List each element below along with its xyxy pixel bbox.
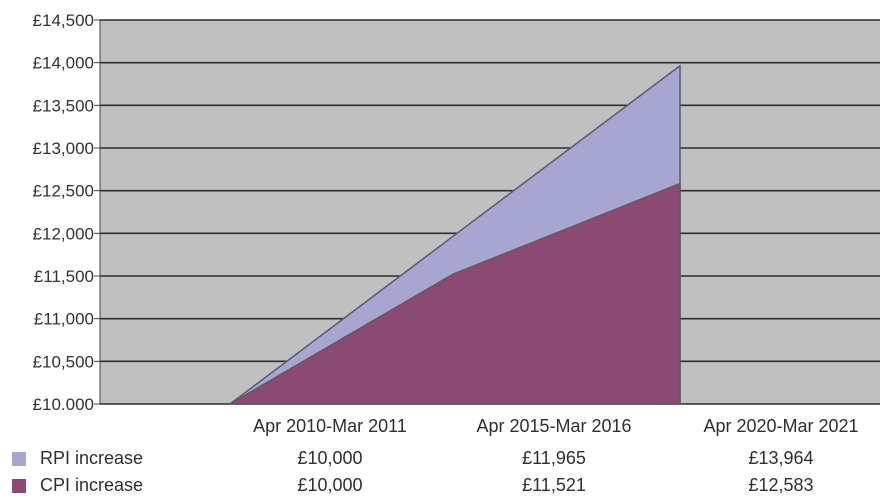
x-tick-label: Apr 2010-Mar 2011 [253, 416, 407, 436]
legend-label-cpi: CPI increase [40, 475, 144, 495]
table-cell: £11,965 [522, 448, 586, 468]
y-tick-label: £12,000 [33, 224, 94, 243]
y-tick-label: £12,500 [33, 182, 94, 201]
y-tick-label: £10,000 [33, 395, 94, 410]
y-tick-label: £13,000 [33, 139, 94, 158]
y-tick-label: £10,500 [33, 352, 94, 371]
table-cell: £13,964 [748, 448, 814, 468]
series-areas [227, 64, 681, 405]
table-cell: £12,583 [748, 475, 814, 495]
y-tick-label: £14,500 [33, 11, 94, 30]
table-cell: £10,000 [297, 475, 363, 495]
y-tick-label: £11,500 [34, 267, 94, 286]
legend-label-rpi: RPI increase [40, 448, 144, 468]
table-cell: £11,521 [522, 475, 586, 495]
area-series-cpi [227, 182, 681, 405]
legend-swatch-cpi [12, 479, 26, 493]
y-axis: £10,000 £10,500 £11,000 £11,500 £12,000 £12,5… [33, 11, 101, 410]
x-tick-label: Apr 2020-Mar 2021 [703, 416, 859, 436]
data-table-row-cpi: CPI increase £10,000 £11,521 £12,583 [0, 475, 880, 499]
data-table-row-rpi: RPI increase £10,000 £11,965 £13,964 [0, 448, 880, 472]
legend-swatch-rpi [12, 452, 26, 466]
y-tick-label: £11,000 [34, 310, 94, 329]
y-tick-label: £14,000 [33, 54, 94, 73]
table-cell: £10,000 [297, 448, 363, 468]
y-tick-label: £13,500 [33, 96, 94, 115]
area-chart: £10,000 £10,500 £11,000 £11,500 £12,000 £12,5… [33, 11, 880, 410]
x-tick-label: Apr 2015-Mar 2016 [476, 416, 632, 436]
